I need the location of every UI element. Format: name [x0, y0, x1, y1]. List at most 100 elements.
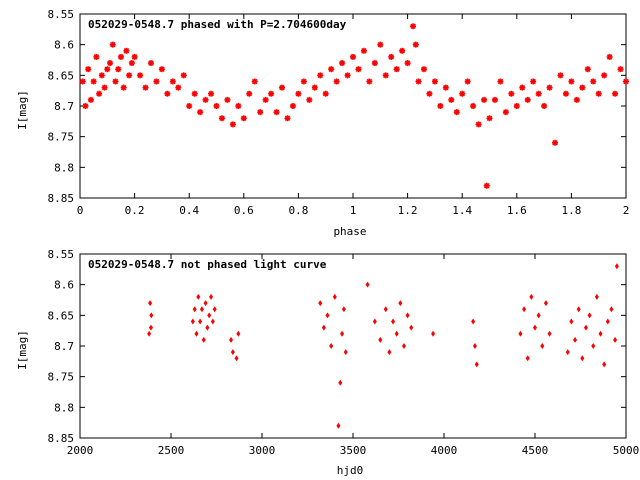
phased-data-point — [333, 78, 340, 85]
phased-data-point — [175, 84, 182, 91]
unphased-x-ticks: 2000 2500 3000 3500 4000 4500 5000 — [67, 254, 640, 457]
phased-x-axis-label: phase — [333, 225, 366, 238]
unphased-data-point — [573, 336, 578, 343]
phased-data-point — [268, 90, 275, 97]
phased-data-point — [213, 103, 220, 109]
unphased-data-point — [205, 324, 210, 331]
x-tick-label: 1.4 — [452, 204, 472, 217]
phased-data-point — [112, 78, 119, 85]
phased-y-axis-label: I[mag] — [16, 90, 29, 130]
phased-data-point — [562, 90, 569, 97]
unphased-data-point — [569, 318, 574, 325]
unphased-data-point — [148, 300, 153, 307]
unphased-data-point — [203, 300, 208, 307]
unphased-data-point — [401, 343, 406, 349]
phased-data-point — [158, 66, 165, 73]
unphased-data-point — [332, 293, 337, 300]
x-tick-label: 2 — [623, 204, 630, 217]
phased-data-point — [404, 60, 411, 67]
phased-data-point — [530, 78, 537, 85]
x-tick-label: 0.4 — [179, 204, 199, 217]
x-tick-label: 4500 — [522, 444, 549, 457]
phased-data-point — [98, 72, 105, 79]
phased-data-point — [557, 72, 564, 79]
unphased-data-point — [207, 312, 212, 319]
phased-data-point — [590, 78, 597, 85]
phased-data-point — [344, 72, 351, 79]
phased-data-point — [235, 103, 242, 109]
y-tick-label: 8.65 — [48, 69, 75, 82]
phased-data-point — [107, 60, 114, 67]
unphased-data-point — [591, 343, 596, 349]
phased-data-point — [300, 78, 307, 85]
y-tick-label: 8.7 — [54, 340, 74, 353]
unphased-data-points — [147, 263, 619, 429]
y-tick-label: 8.85 — [48, 192, 75, 205]
x-tick-label: 1.6 — [507, 204, 527, 217]
x-tick-label: 0.2 — [125, 204, 145, 217]
phased-data-point — [481, 96, 488, 103]
unphased-data-point — [540, 343, 545, 349]
phased-data-points — [79, 23, 629, 189]
phased-data-point — [459, 90, 466, 97]
unphased-x-axis-label: hjd0 — [337, 464, 364, 477]
unphased-data-point — [533, 324, 537, 331]
unphased-data-point — [472, 343, 477, 349]
x-tick-label: 5000 — [613, 444, 640, 457]
unphased-data-point — [148, 324, 153, 331]
phased-data-point — [117, 53, 124, 60]
phased-data-point — [147, 60, 154, 67]
y-tick-label: 8.85 — [48, 432, 75, 445]
unphased-data-point — [471, 318, 476, 325]
unphased-data-point — [336, 422, 341, 429]
phased-data-point — [382, 72, 389, 79]
phased-data-point — [371, 60, 378, 67]
phased-data-point — [240, 115, 247, 122]
phased-data-point — [90, 78, 97, 85]
unphased-data-point — [525, 355, 530, 362]
phased-y-ticks: 8.55 8.6 8.65 8.7 8.75 8.8 8.85 — [48, 8, 626, 205]
x-tick-label: 1.8 — [561, 204, 581, 217]
phased-data-point — [355, 66, 362, 73]
x-tick-label: 4000 — [431, 444, 458, 457]
y-tick-label: 8.65 — [48, 309, 75, 322]
unphased-data-point — [609, 306, 614, 313]
phased-data-point — [448, 96, 455, 103]
x-tick-label: 0 — [77, 204, 84, 217]
unphased-data-point — [598, 330, 603, 337]
phased-data-point — [104, 66, 111, 73]
phased-data-point — [109, 41, 116, 48]
unphased-data-point — [474, 361, 479, 368]
y-tick-label: 8.6 — [54, 279, 74, 292]
phased-data-point — [552, 139, 559, 146]
unphased-data-point — [194, 330, 199, 337]
phased-data-point — [246, 90, 253, 97]
unphased-data-point — [199, 306, 204, 313]
y-tick-label: 8.75 — [48, 131, 75, 144]
phased-data-point — [164, 90, 171, 97]
phased-data-point — [366, 78, 373, 85]
y-tick-label: 8.7 — [54, 100, 74, 113]
phased-data-point — [85, 66, 92, 73]
phased-data-point — [295, 90, 302, 97]
phased-data-point — [415, 78, 422, 85]
unphased-data-point — [613, 336, 618, 343]
unphased-data-point — [372, 318, 377, 325]
phased-data-point — [322, 90, 329, 97]
unphased-data-point — [529, 293, 534, 300]
phased-data-point — [535, 90, 542, 97]
phased-data-point — [191, 90, 198, 97]
phased-data-point — [513, 103, 520, 109]
unphased-data-point — [576, 306, 581, 313]
phased-data-point — [508, 90, 515, 97]
phased-data-point — [142, 84, 149, 91]
phased-data-point — [612, 90, 619, 97]
phased-data-point — [426, 90, 433, 97]
phased-data-point — [475, 121, 482, 128]
unphased-data-point — [230, 349, 235, 356]
phased-plot-title: 052029-0548.7 phased with P=2.704600day — [88, 18, 347, 31]
x-tick-label: 1 — [350, 204, 357, 217]
unphased-data-point — [565, 349, 570, 356]
unphased-data-point — [583, 324, 588, 331]
unphased-data-point — [587, 312, 592, 319]
